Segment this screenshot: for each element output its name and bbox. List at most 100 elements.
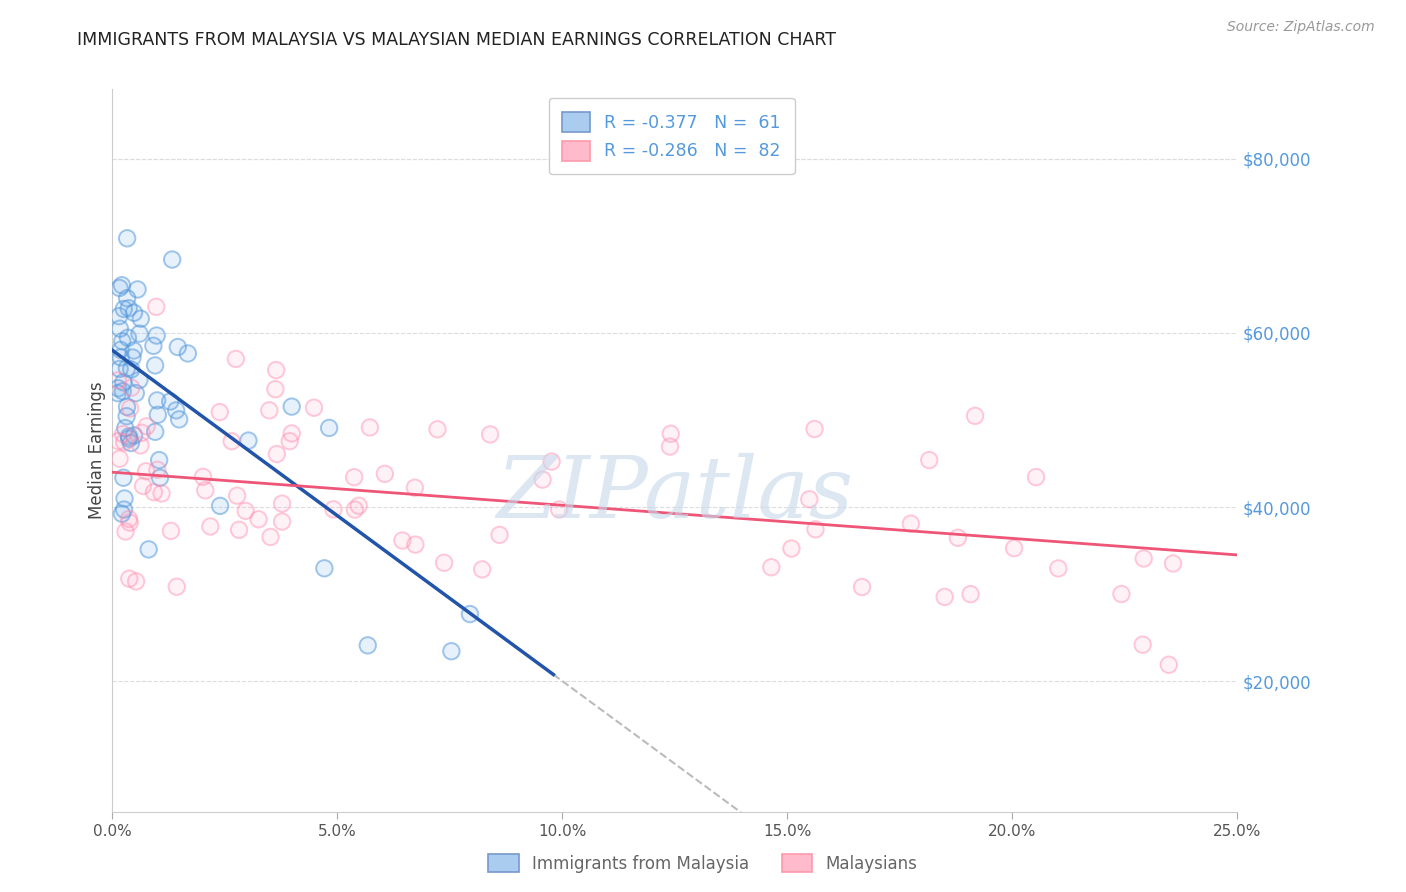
Y-axis label: Median Earnings: Median Earnings <box>87 382 105 519</box>
Point <box>1157 657 1180 672</box>
Point <box>165 403 187 417</box>
Legend: R = -0.377   N =  61, R = -0.286   N =  82: R = -0.377 N = 61, R = -0.286 N = 82 <box>548 98 794 175</box>
Point <box>359 420 381 434</box>
Point <box>271 497 294 511</box>
Point <box>659 440 682 454</box>
Point <box>125 574 148 589</box>
Point <box>129 311 152 326</box>
Point <box>118 512 141 526</box>
Point <box>107 373 129 387</box>
Point <box>122 428 145 442</box>
Point <box>114 524 136 539</box>
Point <box>146 393 169 408</box>
Point <box>479 427 502 442</box>
Point <box>125 386 148 401</box>
Point <box>127 282 149 296</box>
Point <box>111 507 134 521</box>
Point <box>120 401 142 416</box>
Point <box>122 306 145 320</box>
Point <box>143 359 166 373</box>
Point <box>799 492 821 507</box>
Point <box>458 607 481 621</box>
Point <box>108 309 131 323</box>
Point <box>166 580 188 594</box>
Point <box>165 403 187 417</box>
Point <box>128 373 150 387</box>
Point <box>404 538 426 552</box>
Point <box>391 533 413 548</box>
Point <box>343 470 366 484</box>
Point <box>110 343 132 357</box>
Point <box>314 561 336 575</box>
Point <box>1132 551 1154 566</box>
Point <box>143 425 166 439</box>
Point <box>780 541 803 556</box>
Point <box>266 447 288 461</box>
Point <box>142 339 165 353</box>
Point <box>108 362 131 376</box>
Point <box>146 408 169 422</box>
Point <box>148 453 170 467</box>
Point <box>118 516 141 530</box>
Point <box>191 470 214 484</box>
Point <box>131 425 153 440</box>
Point <box>135 419 157 434</box>
Point <box>112 301 135 316</box>
Point <box>918 453 941 467</box>
Point <box>120 381 142 395</box>
Point <box>761 560 783 574</box>
Text: ZIPatlas: ZIPatlas <box>496 452 853 535</box>
Point <box>259 530 281 544</box>
Point <box>146 463 169 477</box>
Point <box>177 346 200 360</box>
Point <box>247 512 270 526</box>
Point <box>659 440 682 454</box>
Point <box>1047 561 1070 575</box>
Point <box>107 434 129 449</box>
Point <box>194 483 217 498</box>
Point <box>226 489 249 503</box>
Point <box>112 471 135 485</box>
Point <box>471 562 494 576</box>
Point <box>108 281 131 295</box>
Point <box>318 421 340 435</box>
Point <box>122 428 145 442</box>
Point <box>112 471 135 485</box>
Point <box>132 479 155 493</box>
Point <box>122 306 145 320</box>
Point <box>1132 638 1154 652</box>
Point <box>167 412 190 426</box>
Point <box>458 607 481 621</box>
Point <box>111 334 134 349</box>
Point <box>548 502 571 516</box>
Point <box>159 394 181 409</box>
Point <box>404 481 426 495</box>
Point <box>433 556 456 570</box>
Point <box>117 331 139 345</box>
Point <box>115 361 138 376</box>
Point <box>177 346 200 360</box>
Point <box>120 362 142 376</box>
Point <box>122 343 145 358</box>
Point <box>946 531 969 545</box>
Point <box>548 502 571 516</box>
Point <box>112 376 135 390</box>
Point <box>280 400 302 414</box>
Point <box>247 512 270 526</box>
Point <box>659 426 682 441</box>
Point <box>118 429 141 443</box>
Point <box>963 409 986 423</box>
Point <box>142 485 165 500</box>
Point <box>271 515 294 529</box>
Point <box>259 530 281 544</box>
Point <box>200 519 222 533</box>
Point <box>115 231 138 245</box>
Point <box>799 492 821 507</box>
Point <box>114 491 136 506</box>
Point <box>228 523 250 537</box>
Point <box>125 386 148 401</box>
Point <box>107 386 129 401</box>
Point <box>225 351 247 366</box>
Point <box>108 451 131 466</box>
Point <box>264 382 287 396</box>
